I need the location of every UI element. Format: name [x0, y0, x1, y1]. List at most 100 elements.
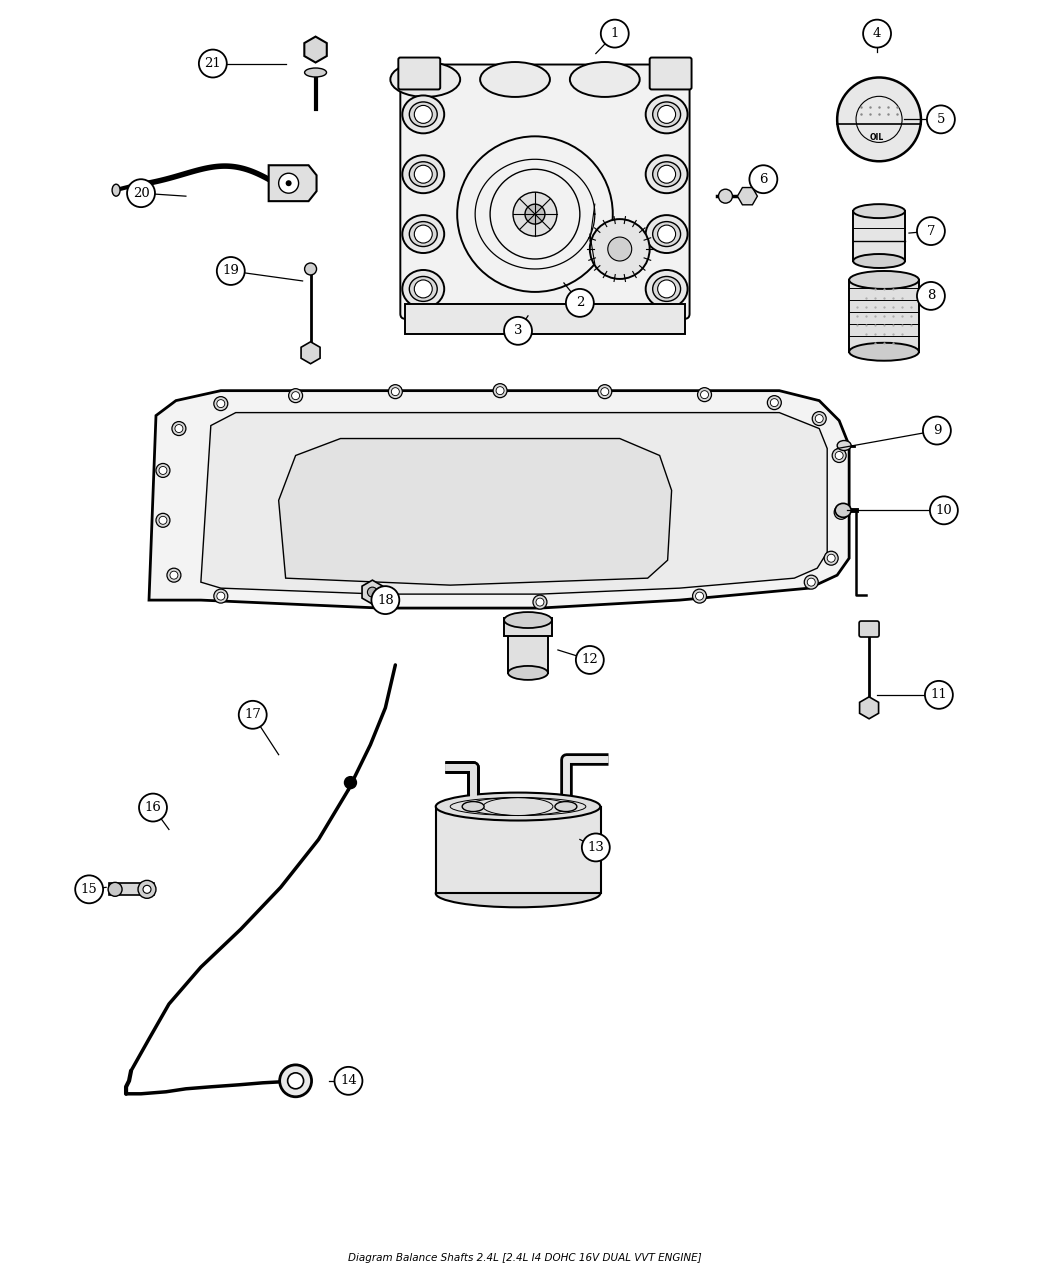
Circle shape — [582, 834, 610, 862]
Text: 20: 20 — [132, 186, 149, 200]
Ellipse shape — [304, 68, 327, 76]
Ellipse shape — [410, 162, 437, 186]
Text: OIL: OIL — [870, 133, 884, 142]
Circle shape — [288, 1072, 303, 1089]
Ellipse shape — [508, 666, 548, 680]
Ellipse shape — [837, 441, 852, 450]
Text: 16: 16 — [145, 801, 162, 813]
Ellipse shape — [854, 204, 905, 218]
Ellipse shape — [402, 270, 444, 307]
Circle shape — [139, 793, 167, 821]
Circle shape — [657, 106, 675, 124]
Circle shape — [156, 514, 170, 528]
Ellipse shape — [646, 215, 688, 252]
Circle shape — [415, 106, 433, 124]
Ellipse shape — [436, 793, 601, 821]
FancyBboxPatch shape — [400, 65, 690, 319]
Circle shape — [216, 399, 225, 408]
Text: 8: 8 — [927, 289, 936, 302]
Ellipse shape — [849, 272, 919, 289]
Text: 5: 5 — [937, 113, 945, 126]
Circle shape — [214, 589, 228, 603]
Bar — [854, 212, 905, 261]
Circle shape — [504, 317, 532, 344]
Ellipse shape — [646, 270, 688, 307]
Ellipse shape — [410, 277, 437, 301]
Circle shape — [917, 282, 945, 310]
Circle shape — [807, 578, 815, 586]
Ellipse shape — [112, 184, 120, 196]
Ellipse shape — [436, 880, 601, 908]
Text: 21: 21 — [205, 57, 222, 70]
Ellipse shape — [480, 62, 550, 97]
FancyBboxPatch shape — [398, 57, 440, 89]
Circle shape — [415, 166, 433, 184]
Ellipse shape — [854, 254, 905, 268]
Ellipse shape — [653, 162, 680, 186]
Text: 10: 10 — [936, 504, 952, 516]
Ellipse shape — [462, 802, 484, 812]
Ellipse shape — [646, 96, 688, 134]
Circle shape — [835, 451, 843, 459]
Text: 15: 15 — [81, 882, 98, 896]
Circle shape — [289, 389, 302, 403]
Circle shape — [813, 412, 826, 426]
Circle shape — [536, 598, 544, 606]
Ellipse shape — [402, 96, 444, 134]
Polygon shape — [201, 413, 827, 594]
Circle shape — [278, 173, 298, 194]
Text: 11: 11 — [930, 688, 947, 701]
Text: 17: 17 — [245, 709, 261, 722]
Ellipse shape — [410, 102, 437, 126]
Circle shape — [837, 78, 921, 161]
Circle shape — [590, 219, 650, 279]
Polygon shape — [109, 884, 154, 895]
Circle shape — [159, 516, 167, 524]
Circle shape — [368, 586, 377, 597]
Text: 6: 6 — [759, 172, 768, 186]
Circle shape — [138, 880, 156, 899]
Text: 4: 4 — [873, 27, 881, 40]
Ellipse shape — [508, 621, 548, 635]
Ellipse shape — [554, 802, 576, 812]
Circle shape — [697, 388, 712, 402]
Text: 9: 9 — [932, 425, 941, 437]
Text: 3: 3 — [513, 324, 522, 338]
Text: 14: 14 — [340, 1075, 357, 1088]
Circle shape — [335, 1067, 362, 1095]
Text: Diagram Balance Shafts 2.4L [2.4L I4 DOHC 16V DUAL VVT ENGINE]: Diagram Balance Shafts 2.4L [2.4L I4 DOH… — [349, 1253, 701, 1264]
Ellipse shape — [410, 222, 437, 246]
Circle shape — [575, 646, 604, 674]
Polygon shape — [149, 390, 849, 608]
Text: 2: 2 — [575, 296, 584, 310]
Text: 19: 19 — [223, 264, 239, 278]
Circle shape — [143, 885, 151, 894]
Circle shape — [127, 180, 155, 207]
Circle shape — [695, 592, 704, 601]
Circle shape — [415, 280, 433, 298]
Circle shape — [601, 19, 629, 47]
Circle shape — [496, 386, 504, 395]
Circle shape — [837, 509, 845, 516]
Circle shape — [172, 422, 186, 436]
Ellipse shape — [646, 156, 688, 194]
Circle shape — [657, 280, 675, 298]
Circle shape — [824, 551, 838, 565]
Ellipse shape — [402, 156, 444, 194]
Text: 18: 18 — [377, 594, 394, 607]
Ellipse shape — [653, 222, 680, 246]
Circle shape — [494, 384, 507, 398]
FancyBboxPatch shape — [650, 57, 692, 89]
Circle shape — [108, 882, 122, 896]
Circle shape — [834, 505, 848, 519]
Circle shape — [597, 385, 612, 399]
Ellipse shape — [504, 612, 552, 629]
Circle shape — [533, 595, 547, 609]
Bar — [405, 303, 685, 334]
Circle shape — [238, 701, 267, 729]
Ellipse shape — [402, 215, 444, 252]
Circle shape — [833, 449, 846, 463]
Circle shape — [815, 414, 823, 422]
Circle shape — [827, 555, 835, 562]
Ellipse shape — [835, 504, 852, 518]
